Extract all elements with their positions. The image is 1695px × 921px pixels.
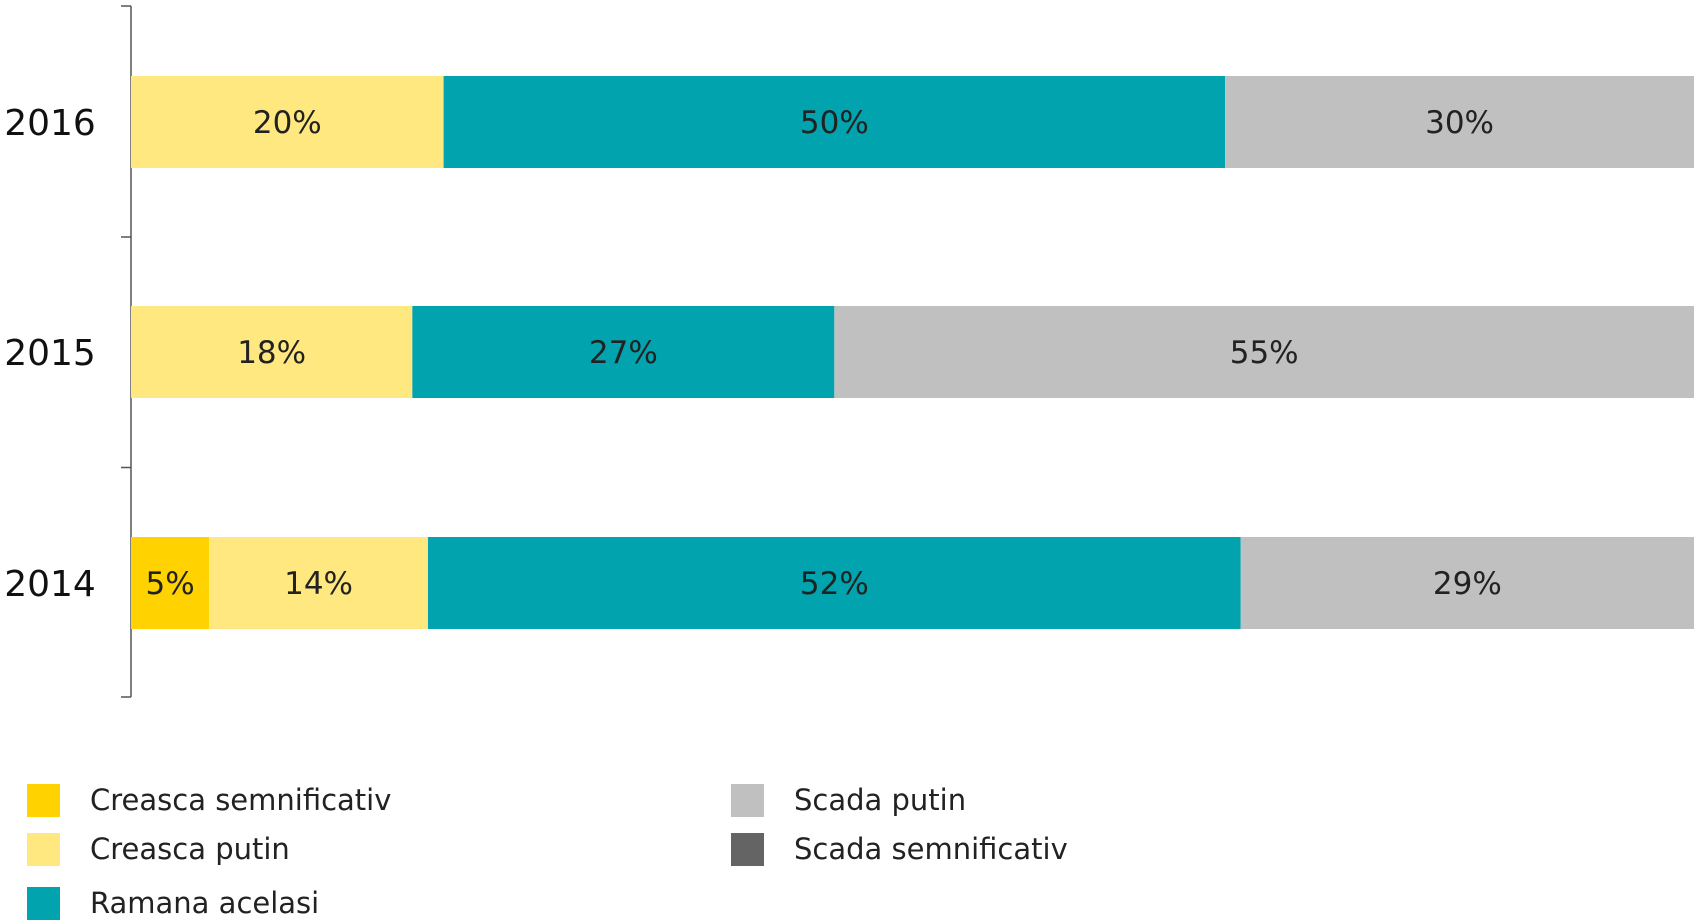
legend-label: Scada semnificativ	[794, 832, 1068, 866]
data-label: 52%	[800, 566, 869, 602]
legend-item-scada-semnificativ: Scada semnificativ	[731, 832, 1068, 866]
bar-scada-putin-2014	[1240, 537, 1694, 629]
legend-swatch-scada-semnificativ	[731, 832, 764, 866]
bar-scada-putin-2015	[834, 306, 1694, 398]
legend-swatch-creasca-putin	[27, 832, 60, 866]
bar-creasca-semnificativ-2014	[131, 537, 210, 629]
bar-ramana-acelasi-2014	[427, 537, 1241, 629]
legend-swatch-ramana-acelasi	[27, 886, 60, 920]
bar-creasca-putin-2015	[131, 306, 413, 398]
legend-item-ramana-acelasi: Ramana acelasi	[27, 886, 319, 920]
bar-ramana-acelasi-2015	[412, 306, 835, 398]
legend-item-scada-putin: Scada putin	[731, 783, 966, 817]
data-label: 20%	[253, 105, 322, 141]
legend-swatch-creasca-semnificativ	[27, 783, 60, 817]
legend-label: Creasca putin	[90, 832, 290, 866]
data-label: 5%	[145, 566, 194, 602]
bar-scada-putin-2016	[1225, 76, 1694, 168]
y-tick-label: 2015	[4, 333, 96, 374]
legend-item-creasca-semnificativ: Creasca semnificativ	[27, 783, 391, 817]
y-tick-label: 2014	[4, 564, 96, 605]
data-label: 30%	[1425, 105, 1494, 141]
data-labels: 20% 50% 30% 18% 27% 55% 5% 14% 52% 29%	[145, 105, 1501, 602]
data-label: 18%	[237, 335, 306, 371]
legend-item-creasca-putin: Creasca putin	[27, 832, 290, 866]
data-label: 27%	[589, 335, 658, 371]
legend-label: Creasca semnificativ	[90, 783, 392, 817]
bar-creasca-putin-2014	[209, 537, 428, 629]
y-axis: 2016 2015 2014	[4, 5, 132, 698]
data-label: 29%	[1433, 566, 1502, 602]
data-label: 55%	[1230, 335, 1299, 371]
legend-label: Scada putin	[794, 783, 967, 817]
data-label: 50%	[800, 105, 869, 141]
legend-label: Ramana acelasi	[90, 886, 320, 920]
bar-creasca-putin-2016	[131, 76, 444, 168]
legend-swatch-scada-putin	[731, 783, 764, 817]
bar-ramana-acelasi-2016	[443, 76, 1226, 168]
data-label: 14%	[284, 566, 353, 602]
y-tick-label: 2016	[4, 103, 96, 144]
bars	[131, 76, 1694, 629]
